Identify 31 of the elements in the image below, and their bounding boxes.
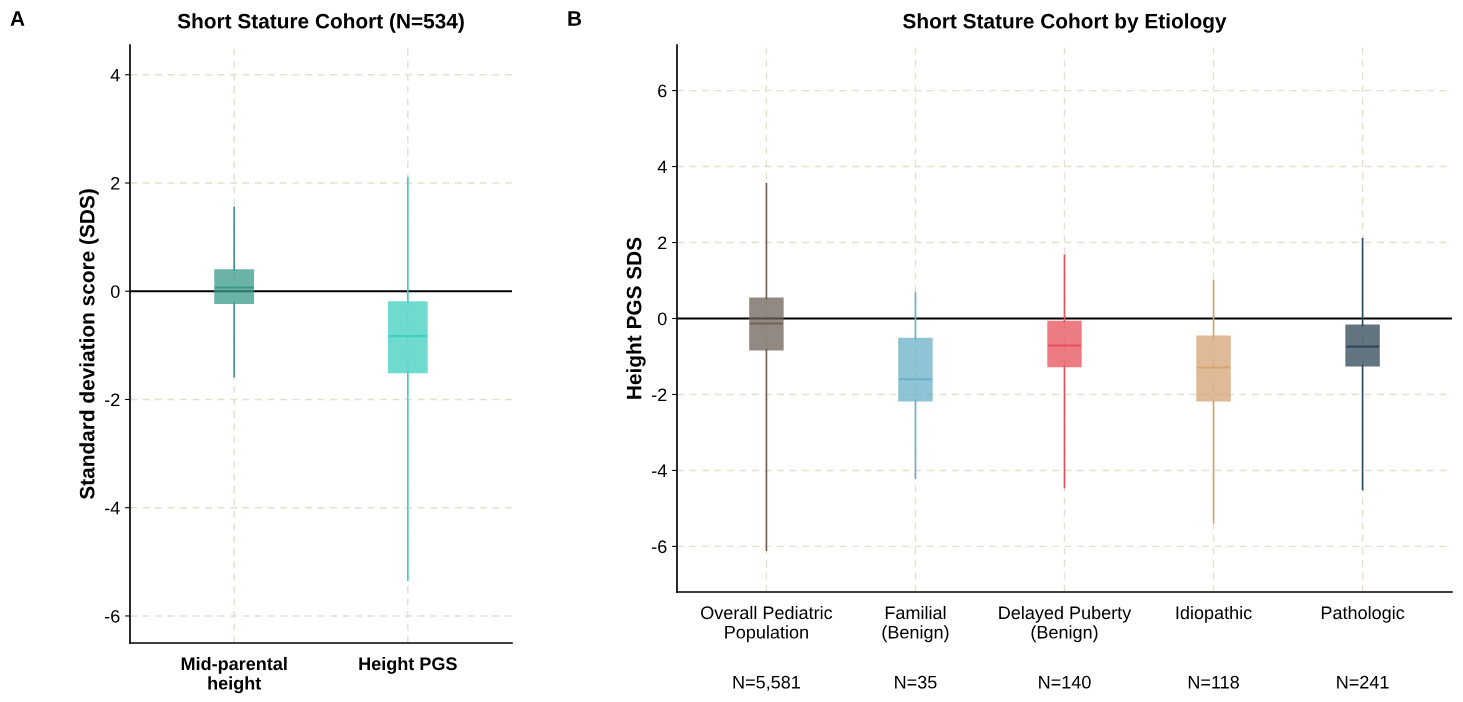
text: A <box>10 11 25 26</box>
x-tick-label: Overall Pediatric Population <box>701 605 833 643</box>
chart-title: Short Stature Cohort (N=534) <box>177 13 464 33</box>
y-tick-label: 0 <box>110 285 120 298</box>
chart-title: Short Stature Cohort by Etiology <box>903 13 1227 33</box>
y-tick-label: -2 <box>105 393 120 407</box>
text: N=35 <box>895 675 937 689</box>
y-tick-label: 2 <box>111 176 120 190</box>
x-tick-label: Delayed Puberty (Benign) <box>999 605 1132 643</box>
x-tick-label: Pathologic <box>1321 605 1405 623</box>
x-tick-label: Idiopathic <box>1176 605 1252 623</box>
y-tick-label: -6 <box>652 540 667 554</box>
y-axis-title: Height PGS SDS <box>626 237 646 399</box>
y-tick-label: -6 <box>105 609 120 623</box>
text: N=118 <box>1188 675 1239 689</box>
y-tick-label: -4 <box>652 464 667 477</box>
x-tick-label: Height PGS <box>359 656 457 674</box>
y-tick-label: -4 <box>105 501 120 515</box>
x-tick-label: Familial (Benign) <box>882 605 949 643</box>
text: B <box>568 11 582 26</box>
y-tick-label: 0 <box>657 312 667 326</box>
text: N=241 <box>1337 675 1389 689</box>
y-tick-label: 4 <box>110 68 120 82</box>
y-axis-title: Standard deviation score (SDS) <box>79 189 99 500</box>
text: N=5,581 <box>733 675 800 691</box>
x-tick-label: Mid-parental height <box>181 656 287 694</box>
y-tick-label: -2 <box>652 388 667 402</box>
text: N=140 <box>1039 675 1091 689</box>
y-tick-label: 4 <box>657 160 667 174</box>
y-tick-label: 2 <box>658 236 667 250</box>
y-tick-label: 6 <box>658 84 667 98</box>
